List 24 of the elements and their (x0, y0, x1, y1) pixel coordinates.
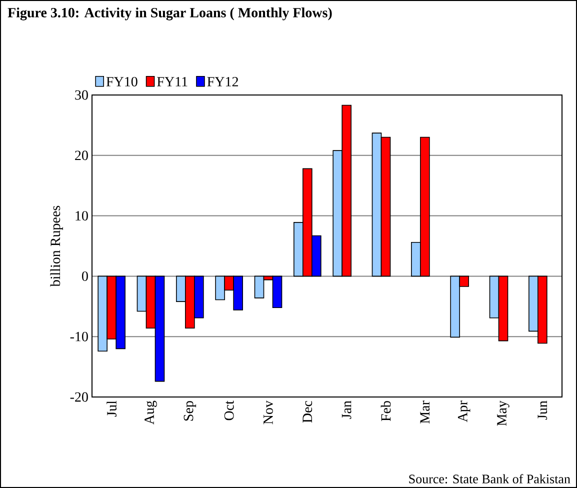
legend-label: FY10 (106, 76, 138, 86)
y-tick-label: 20 (75, 150, 88, 160)
legend-label: FY12 (207, 76, 238, 86)
x-tick-label: Sep (184, 401, 196, 421)
x-tick-label: May (497, 400, 510, 426)
x-tick-label: Aug (144, 400, 157, 425)
y-tick-label: 30 (75, 90, 88, 100)
x-tick-label: Oct (224, 400, 234, 420)
source-note: Source: State Bank of Pakistan (409, 474, 570, 484)
y-tick-label: -10 (70, 332, 88, 342)
x-tick-label: Jan (342, 400, 352, 419)
y-tick-label: -20 (70, 392, 88, 402)
x-tick-label: Jun (538, 400, 548, 420)
x-tick-label: Jul (106, 400, 117, 417)
chart-title: Figure 3.10: Activity in Sugar Loans ( Monthly Flows) (8, 8, 332, 20)
x-tick-label: Feb (380, 401, 391, 422)
legend-label: FY11 (157, 77, 188, 86)
y-tick-label: 10 (76, 211, 88, 221)
x-tick-label: Apr (458, 400, 470, 422)
x-tick-label: Dec (302, 400, 312, 423)
x-tick-label: Nov (264, 400, 273, 424)
y-axis-title: billion Rupees (50, 206, 63, 287)
y-tick-label: 0 (82, 271, 88, 281)
x-tick-label: Mar (420, 400, 430, 424)
